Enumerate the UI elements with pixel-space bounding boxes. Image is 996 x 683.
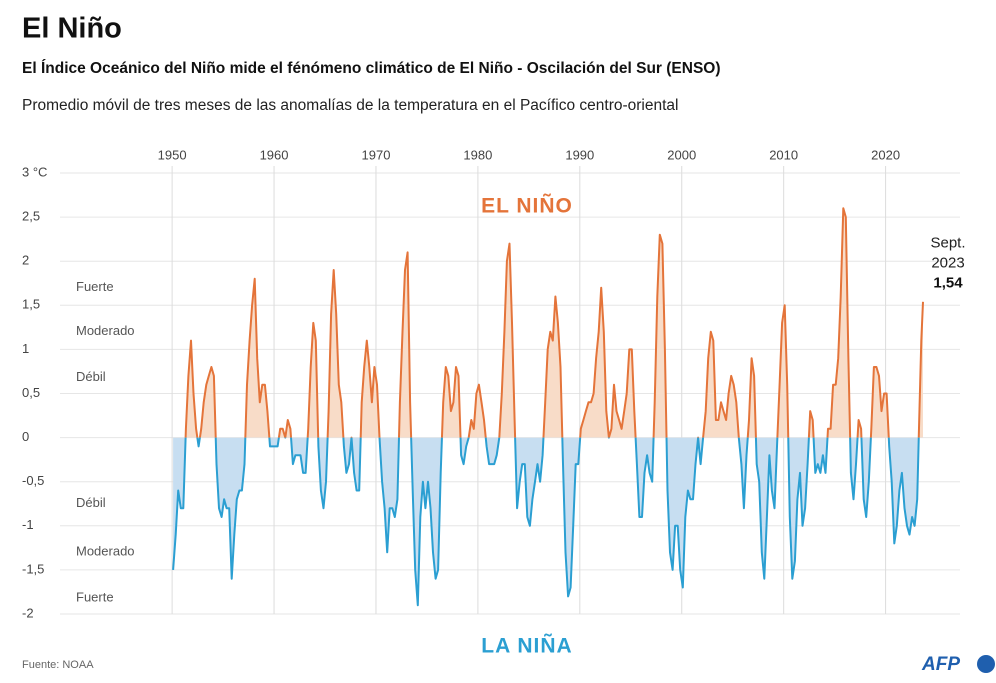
y-tick-label: 1,5 (22, 297, 40, 312)
y-tick-label: -1,5 (22, 561, 44, 576)
x-tick-label: 1970 (362, 147, 391, 162)
x-tick-label: 2000 (667, 147, 696, 162)
logo-mark (977, 655, 995, 673)
strength-label: Moderado (76, 323, 135, 338)
x-tick-label: 2020 (871, 147, 900, 162)
line-negative (172, 437, 920, 607)
la-nina-label: LA NIÑA (481, 635, 572, 658)
y-tick-label: 2 (22, 253, 29, 268)
strength-label: Fuerte (76, 590, 114, 605)
last-label: 2023 (931, 255, 964, 272)
y-tick-label: -2 (22, 605, 34, 620)
strength-label: Moderado (76, 544, 135, 559)
strength-label: Débil (76, 369, 106, 384)
area-positive (173, 208, 923, 438)
el-nino-label: EL NIÑO (481, 195, 573, 218)
x-tick-label: 1950 (158, 147, 187, 162)
y-tick-label: 3 °C (22, 164, 47, 179)
strength-label: Débil (76, 495, 106, 510)
y-tick-label: 0 (22, 429, 29, 444)
y-tick-label: -1 (22, 517, 34, 532)
y-tick-label: -0,5 (22, 473, 44, 488)
y-tick-label: 0,5 (22, 385, 40, 400)
y-tick-label: 1 (22, 341, 29, 356)
strength-label: Fuerte (76, 279, 114, 294)
x-tick-label: 1990 (565, 147, 594, 162)
chart-description: Promedio móvil de tres meses de las anom… (22, 97, 679, 114)
x-tick-label: 1980 (463, 147, 492, 162)
chart-subtitle: El Índice Oceánico del Niño mide el fénó… (22, 60, 721, 77)
last-value-label: 1,54 (933, 275, 963, 292)
source: Fuente: NOAA (22, 659, 94, 671)
chart-title: El Niño (22, 13, 122, 45)
last-label: Sept. (930, 235, 965, 252)
y-tick-label: 2,5 (22, 209, 40, 224)
x-tick-label: 2010 (769, 147, 798, 162)
line-positive (184, 207, 924, 438)
logo: AFP (921, 654, 960, 675)
x-tick-label: 1960 (260, 147, 289, 162)
